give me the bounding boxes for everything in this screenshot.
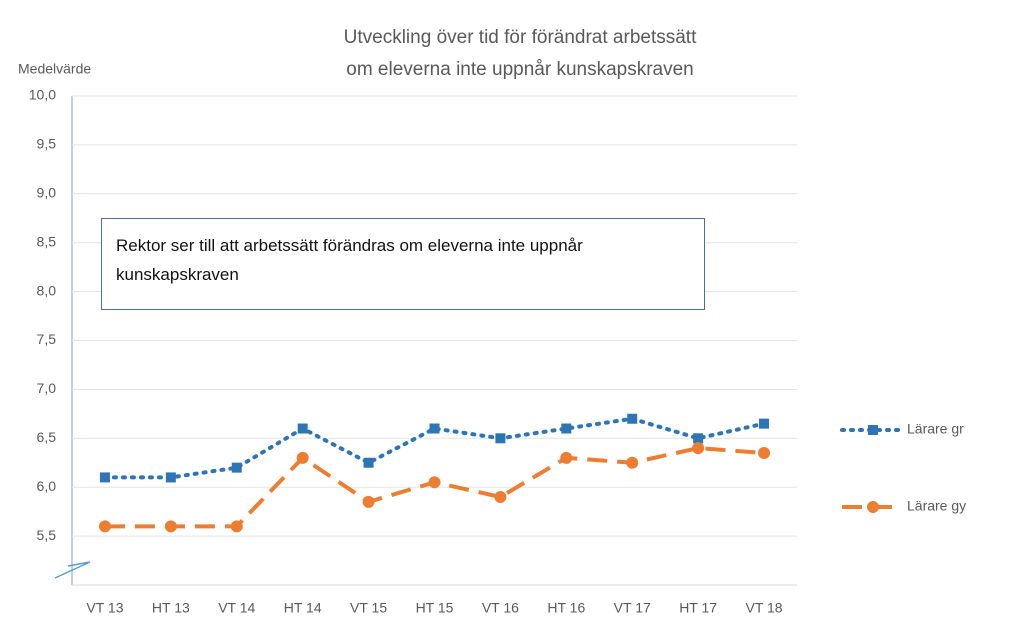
chart-title: Utveckling över tid för förändrat arbets… [344,27,697,48]
marker [231,462,242,473]
marker [363,457,374,468]
x-tick-label: VT 17 [614,600,651,616]
series-line [102,416,767,480]
y-tick-label: 5,5 [37,527,57,543]
annotation: Rektor ser till att arbetssätt förändras… [101,218,705,310]
marker [98,520,111,533]
y-tick-label: 6,0 [37,478,57,494]
x-tick-label: VT 13 [86,600,123,616]
marker [429,423,440,434]
marker [428,476,441,489]
x-tick-label: HT 14 [284,600,322,616]
marker [758,446,771,459]
x-tick-label: VT 18 [745,600,782,616]
marker [164,520,177,533]
y-tick-label: 8,0 [37,282,57,298]
legend-label: Lärare gr [907,421,964,437]
y-tick-label: 6,5 [37,429,57,445]
marker [494,490,507,503]
marker [561,423,572,434]
y-tick-label: 9,0 [37,185,57,201]
y-axis-label: Medelvärde [18,61,91,77]
legend-marker [868,425,878,435]
marker [362,495,375,508]
y-tick-label: 7,0 [37,380,57,396]
marker [692,442,705,455]
x-tick-label: HT 16 [547,600,585,616]
marker [626,456,639,469]
marker [759,418,770,429]
marker [693,433,704,444]
x-tick-label: HT 13 [152,600,190,616]
y-tick-label: 9,5 [37,136,57,152]
chart-title: om eleverna inte uppnår kunskapskraven [346,59,693,80]
y-tick-label: 7,5 [37,331,57,347]
x-tick-label: HT 15 [416,600,454,616]
x-tick-label: VT 16 [482,600,519,616]
x-tick-label: VT 14 [218,600,255,616]
x-tick-label: VT 15 [350,600,387,616]
marker [560,451,573,464]
legend-label: Lärare gy [907,498,966,514]
marker [495,433,506,444]
marker [627,413,638,424]
y-tick-label: 10,0 [29,87,56,103]
y-tick-label: 8,5 [37,233,57,249]
legend-marker [867,501,879,513]
marker [165,472,176,483]
marker [297,423,308,434]
marker [230,520,243,533]
x-tick-label: HT 17 [679,600,717,616]
marker [296,451,309,464]
marker [99,472,110,483]
axis-break [54,561,91,579]
